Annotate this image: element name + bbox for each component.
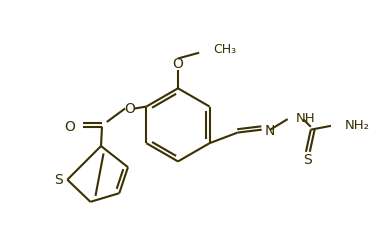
Text: O: O	[124, 102, 135, 115]
Text: O: O	[64, 120, 75, 134]
Text: S: S	[54, 173, 63, 187]
Text: S: S	[303, 153, 312, 166]
Text: NH₂: NH₂	[344, 119, 370, 132]
Text: N: N	[265, 124, 275, 138]
Text: NH: NH	[295, 112, 315, 125]
Text: CH₃: CH₃	[214, 43, 237, 56]
Text: O: O	[173, 57, 183, 71]
